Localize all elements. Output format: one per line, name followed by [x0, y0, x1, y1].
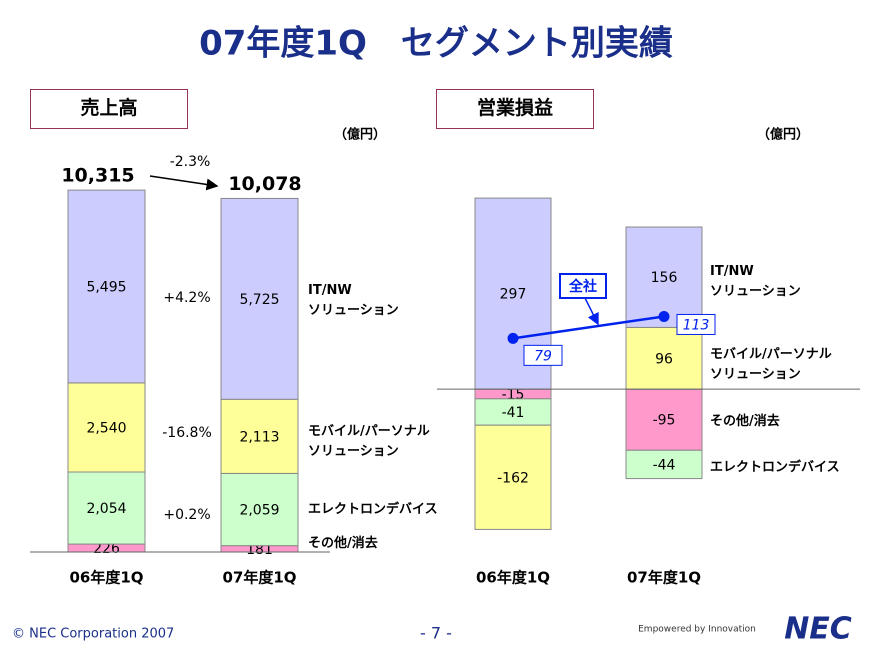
unit-label: （億円） [334, 127, 386, 143]
value-label: 5,725 [239, 292, 279, 308]
value-label: 2,054 [86, 501, 126, 517]
value-label: -44 [653, 457, 676, 473]
total-arrow [149, 175, 219, 191]
change-label: +4.2% [163, 290, 210, 306]
tagline: Empowered by Innovation [638, 625, 756, 635]
value-label: 2,113 [239, 429, 279, 445]
category-label: 06年度1Q [69, 569, 143, 587]
value-box [523, 344, 563, 366]
legend-box [559, 273, 607, 299]
bar-segment [474, 398, 552, 426]
bar-segment [220, 398, 299, 474]
value-label: 297 [500, 287, 527, 303]
value-label: 156 [651, 270, 678, 286]
bar-segment [625, 226, 703, 328]
value-label: 2,059 [239, 503, 279, 519]
total-change: -2.3% [170, 154, 211, 170]
bar-segment [67, 189, 146, 384]
legend-label: モバイル/パーソナル ソリューション [308, 424, 430, 459]
legend-label: エレクトロンデバイス [710, 460, 840, 475]
bar-segment [625, 326, 703, 390]
section-title: 営業損益 [436, 89, 594, 129]
bar-segment [220, 197, 299, 400]
value-label: -162 [497, 470, 529, 486]
legend-label: その他/消去 [308, 536, 378, 551]
copyright: © NEC Corporation 2007 [12, 627, 174, 642]
bar-segment [67, 382, 146, 473]
value-label: 2,540 [86, 420, 126, 436]
bar-segment [625, 449, 703, 480]
section-title: 売上高 [30, 89, 188, 129]
value-label: 5,495 [86, 280, 126, 296]
value-box [676, 313, 716, 335]
total-label: 10,078 [228, 173, 301, 195]
category-label: 07年度1Q [222, 569, 296, 587]
page-number: - 7 - [420, 624, 452, 643]
value-label: 96 [655, 351, 673, 367]
total-line [512, 315, 665, 340]
category-label: 07年度1Q [627, 569, 701, 587]
change-label: -16.8% [162, 425, 212, 441]
value-label: 79 [534, 348, 552, 364]
value-label: -41 [502, 405, 525, 421]
value-label: -95 [653, 413, 676, 429]
legend-label: モバイル/パーソナル ソリューション [710, 347, 832, 382]
legend-pointer [584, 297, 599, 326]
category-label: 06年度1Q [476, 569, 550, 587]
bar-segment [220, 472, 299, 547]
slide-title: 07年度1Q セグメント別実績 [199, 24, 673, 64]
legend-label: その他/消去 [710, 414, 780, 429]
total-label: 10,315 [61, 165, 134, 187]
bar-segment [474, 424, 552, 530]
logo: NEC [784, 612, 852, 647]
legend-label: エレクトロンデバイス [308, 502, 438, 517]
legend-label: IT/NW ソリューション [710, 264, 801, 299]
unit-label: （億円） [757, 127, 809, 143]
total-marker [507, 332, 519, 344]
value-label: 113 [683, 317, 710, 333]
bar-segment [625, 388, 703, 451]
legend-label: IT/NW ソリューション [308, 283, 399, 318]
change-label: +0.2% [163, 507, 210, 523]
legend-label: 全社 [568, 278, 597, 295]
total-marker [658, 310, 670, 322]
value-label: 226 [93, 541, 120, 557]
